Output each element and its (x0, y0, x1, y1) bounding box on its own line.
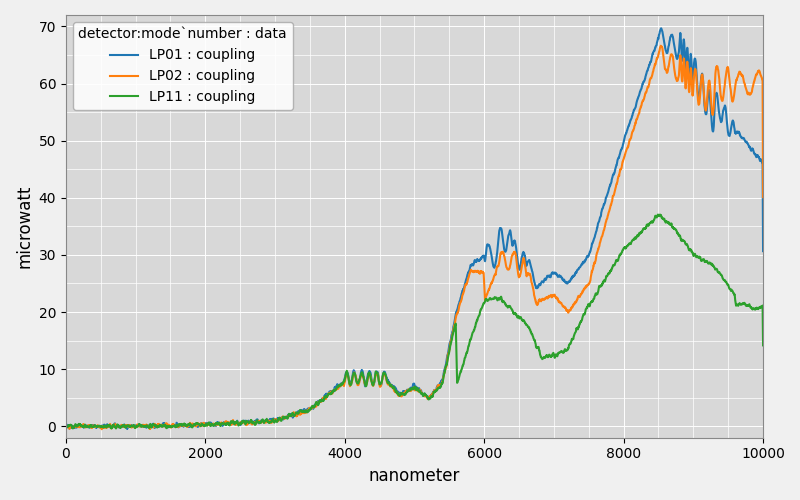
LP11 : coupling: (1e+04, 14.2): coupling: (1e+04, 14.2) (758, 342, 768, 348)
LP11 : coupling: (9.81e+03, 21.1): coupling: (9.81e+03, 21.1) (745, 303, 754, 309)
LP11 : coupling: (0, -0.179): coupling: (0, -0.179) (61, 424, 70, 430)
LP01 : coupling: (4.27e+03, 8.57): coupling: (4.27e+03, 8.57) (359, 374, 369, 380)
LP01 : coupling: (3.84e+03, 6.07): coupling: (3.84e+03, 6.07) (329, 388, 338, 394)
LP11 : coupling: (8.73e+03, 34.6): coupling: (8.73e+03, 34.6) (670, 226, 679, 232)
LP02 : coupling: (4.27e+03, 8.42): coupling: (4.27e+03, 8.42) (359, 375, 369, 381)
LP02 : coupling: (1.74e+03, 0.0631): coupling: (1.74e+03, 0.0631) (182, 423, 192, 429)
LP02 : coupling: (514, -0.504): coupling: (514, -0.504) (97, 426, 106, 432)
X-axis label: nanometer: nanometer (369, 467, 460, 485)
Line: LP01 : coupling: LP01 : coupling (66, 28, 763, 429)
LP11 : coupling: (1.14e+03, -0.041): coupling: (1.14e+03, -0.041) (141, 424, 150, 430)
LP11 : coupling: (3.84e+03, 6.36): coupling: (3.84e+03, 6.36) (329, 387, 338, 393)
LP11 : coupling: (8.49e+03, 37.1): coupling: (8.49e+03, 37.1) (653, 212, 662, 218)
Line: LP11 : coupling: LP11 : coupling (66, 214, 763, 428)
LP02 : coupling: (3.84e+03, 6.18): coupling: (3.84e+03, 6.18) (329, 388, 338, 394)
Line: LP02 : coupling: LP02 : coupling (66, 46, 763, 429)
LP01 : coupling: (1.14e+03, -0.0294): coupling: (1.14e+03, -0.0294) (141, 424, 150, 430)
LP01 : coupling: (1e+04, 30.7): coupling: (1e+04, 30.7) (758, 248, 768, 254)
LP02 : coupling: (8.73e+03, 62): coupling: (8.73e+03, 62) (670, 69, 679, 75)
LP02 : coupling: (1e+04, 40.1): coupling: (1e+04, 40.1) (758, 194, 768, 200)
LP02 : coupling: (1.14e+03, 0.13): coupling: (1.14e+03, 0.13) (141, 422, 150, 428)
LP02 : coupling: (0, -0.212): coupling: (0, -0.212) (61, 424, 70, 430)
LP01 : coupling: (1.74e+03, 0.196): coupling: (1.74e+03, 0.196) (182, 422, 192, 428)
LP01 : coupling: (877, -0.45): coupling: (877, -0.45) (122, 426, 132, 432)
LP01 : coupling: (8.54e+03, 69.7): coupling: (8.54e+03, 69.7) (657, 26, 666, 32)
LP02 : coupling: (9.81e+03, 58.1): coupling: (9.81e+03, 58.1) (745, 92, 754, 98)
LP01 : coupling: (0, 0.0671): coupling: (0, 0.0671) (61, 423, 70, 429)
Y-axis label: microwatt: microwatt (15, 184, 33, 268)
Legend: LP01 : coupling, LP02 : coupling, LP11 : coupling: LP01 : coupling, LP02 : coupling, LP11 :… (73, 22, 293, 110)
LP02 : coupling: (8.53e+03, 66.6): coupling: (8.53e+03, 66.6) (656, 42, 666, 48)
LP11 : coupling: (1.74e+03, 0.0597): coupling: (1.74e+03, 0.0597) (182, 423, 192, 429)
LP01 : coupling: (9.81e+03, 48.9): coupling: (9.81e+03, 48.9) (745, 144, 754, 150)
LP11 : coupling: (4.27e+03, 8.51): coupling: (4.27e+03, 8.51) (359, 374, 369, 380)
LP01 : coupling: (8.73e+03, 66.1): coupling: (8.73e+03, 66.1) (670, 46, 679, 52)
LP11 : coupling: (100, -0.374): coupling: (100, -0.374) (68, 426, 78, 432)
